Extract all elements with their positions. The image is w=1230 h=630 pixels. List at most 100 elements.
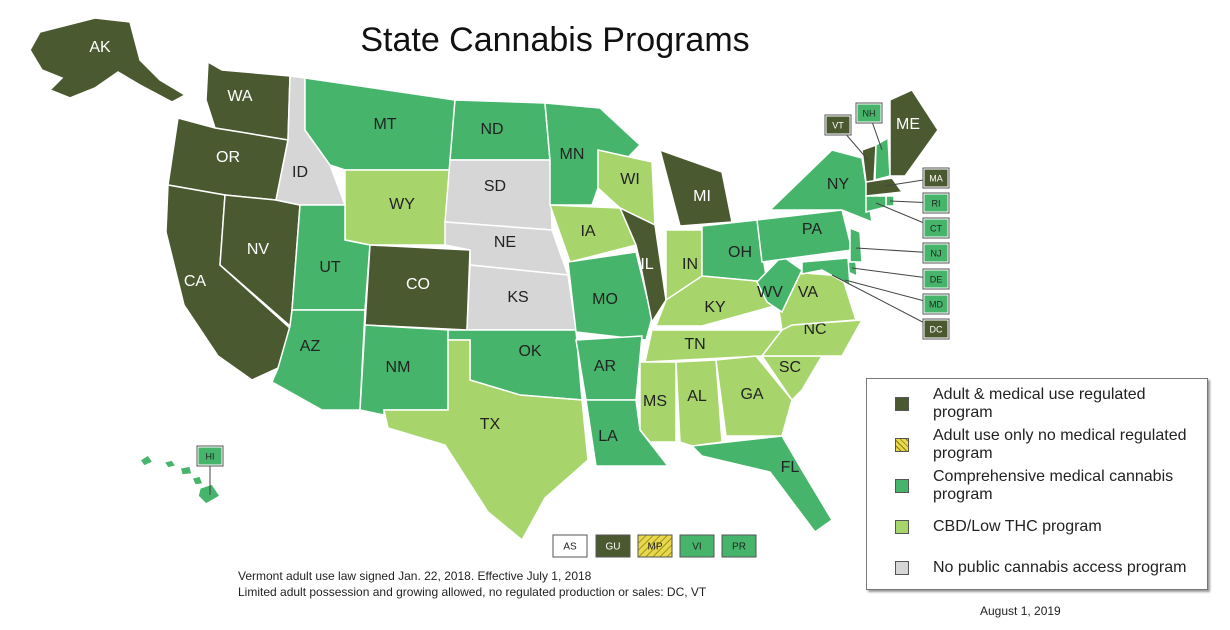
leader-line	[851, 267, 937, 280]
state-label: OH	[728, 244, 752, 261]
state-label: KS	[507, 289, 528, 306]
state-label: AL	[687, 388, 707, 405]
legend: Adult & medical use regulated program Adu…	[866, 378, 1208, 590]
state-label: VT	[832, 120, 844, 130]
state	[874, 136, 891, 181]
state-label: NE	[494, 234, 516, 251]
state-label: ME	[896, 116, 920, 133]
state-label: AZ	[300, 338, 321, 355]
state-box-border	[922, 167, 950, 189]
legend-swatch	[895, 396, 909, 411]
state-label: FL	[781, 459, 800, 476]
legend-item: Adult use only no medical regulated prog…	[867, 424, 1207, 465]
legend-label: CBD/Low THC program	[933, 517, 1102, 535]
state-label: DE	[930, 274, 943, 284]
state	[618, 206, 667, 324]
state-label: MA	[929, 173, 943, 183]
state-label: MD	[929, 299, 943, 309]
state-label: IN	[682, 256, 698, 273]
state-label: AR	[594, 358, 616, 375]
date: August 1, 2019	[980, 604, 1061, 618]
state-label: WV	[757, 284, 783, 301]
state-box-border	[922, 192, 950, 214]
leader-line	[844, 279, 937, 305]
state-box	[923, 269, 949, 289]
state-box	[923, 319, 949, 339]
legend-item: CBD/Low THC program	[867, 506, 1207, 547]
state-label: WI	[620, 171, 640, 188]
territory-box	[637, 534, 673, 558]
state-label: AK	[89, 39, 111, 56]
territory-label: MP	[648, 542, 663, 553]
state-label: NJ	[931, 248, 942, 258]
state	[383, 339, 589, 542]
state-label: CA	[184, 273, 207, 290]
state	[644, 329, 784, 363]
state-box	[923, 168, 949, 188]
state-label: NH	[863, 108, 876, 118]
state-box-border	[922, 268, 950, 290]
state	[865, 177, 904, 197]
territory-label: VI	[692, 542, 701, 553]
legend-swatch	[895, 519, 909, 534]
legend-swatch	[895, 560, 909, 575]
state-box-border	[855, 102, 883, 124]
state-label: MS	[643, 393, 667, 410]
legend-label: Adult & medical use regulated program	[933, 385, 1146, 421]
state-label: SD	[484, 178, 506, 195]
state	[801, 257, 851, 288]
state-box	[825, 115, 851, 135]
state	[715, 355, 793, 437]
legend-label: Adult use only no medical regulated prog…	[933, 426, 1187, 462]
state	[865, 195, 887, 213]
territory-box	[679, 534, 715, 558]
state-label: ID	[292, 164, 308, 181]
state-label: NC	[803, 321, 826, 338]
state-label: WY	[389, 196, 415, 213]
state-label: RI	[932, 198, 941, 208]
state-label: NV	[247, 241, 270, 258]
state-box	[923, 218, 949, 238]
state-label: PA	[802, 221, 822, 238]
legend-item: Comprehensive medical cannabis program	[867, 465, 1207, 506]
state-label: CO	[406, 276, 430, 293]
state-label: LA	[598, 428, 618, 445]
state-label: OR	[216, 149, 240, 166]
state-label: GA	[740, 386, 763, 403]
state-box-border	[922, 242, 950, 264]
state-box-border	[196, 445, 224, 467]
state	[690, 435, 834, 534]
state-label: NM	[386, 359, 411, 376]
state-label: ND	[480, 121, 503, 138]
state-label: HI	[206, 451, 215, 461]
territory-label: GU	[606, 542, 621, 553]
state-label: DC	[930, 324, 943, 334]
territory-box	[595, 534, 631, 558]
state-label: UT	[319, 259, 341, 276]
state	[889, 89, 939, 177]
state-label: IA	[580, 223, 595, 240]
state-box-border	[922, 217, 950, 239]
state-box	[197, 446, 223, 466]
legend-swatch	[895, 437, 909, 452]
state-label: TN	[684, 336, 705, 353]
legend-label: Comprehensive medical cannabis program	[933, 467, 1174, 503]
state-label: KY	[704, 299, 726, 316]
legend-item: Adult & medical use regulated program	[867, 383, 1207, 424]
state	[29, 17, 187, 103]
state-box	[856, 103, 882, 123]
state-box-border	[824, 114, 852, 136]
note: Limited adult possession and growing all…	[238, 585, 707, 599]
state-label: SC	[779, 359, 801, 376]
state-label: NY	[827, 176, 850, 193]
state	[768, 149, 873, 224]
state-label: MT	[373, 116, 396, 133]
territory-box	[721, 534, 757, 558]
state-box	[923, 294, 949, 314]
state	[138, 453, 222, 505]
state	[544, 102, 642, 206]
state	[849, 226, 863, 263]
state-box-border	[922, 318, 950, 340]
